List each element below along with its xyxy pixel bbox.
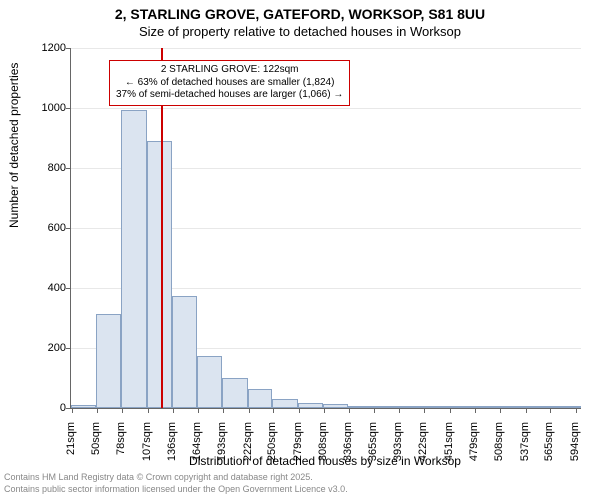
plot-area: 2 STARLING GROVE: 122sqm← 63% of detache…: [70, 48, 581, 409]
x-tick-label: 594sqm: [569, 422, 581, 482]
x-tick-label: 537sqm: [519, 422, 531, 482]
histogram-bar: [398, 406, 424, 408]
x-tick-label: 479sqm: [468, 422, 480, 482]
chart-title-sub: Size of property relative to detached ho…: [0, 24, 600, 39]
x-tick-mark: [475, 408, 476, 413]
y-tick-label: 0: [26, 402, 66, 414]
y-tick-label: 1200: [26, 42, 66, 54]
annotation-line: ← 63% of detached houses are smaller (1,…: [116, 77, 343, 90]
x-tick-label: 365sqm: [367, 422, 379, 482]
histogram-bar: [373, 406, 398, 408]
x-tick-mark: [97, 408, 98, 413]
x-tick-mark: [576, 408, 577, 413]
gridline-h: [71, 48, 581, 49]
x-tick-mark: [72, 408, 73, 413]
histogram-bar: [96, 314, 122, 409]
x-tick-label: 565sqm: [543, 422, 555, 482]
x-tick-label: 393sqm: [392, 422, 404, 482]
y-axis-label: Number of detached properties: [7, 63, 21, 228]
y-tick-label: 600: [26, 222, 66, 234]
x-tick-mark: [374, 408, 375, 413]
y-tick-mark: [66, 228, 71, 229]
y-tick-label: 200: [26, 342, 66, 354]
x-tick-mark: [198, 408, 199, 413]
x-tick-mark: [550, 408, 551, 413]
histogram-bar: [549, 406, 575, 408]
gridline-h: [71, 108, 581, 109]
histogram-bar: [121, 110, 147, 409]
y-tick-mark: [66, 168, 71, 169]
y-tick-mark: [66, 48, 71, 49]
x-tick-label: 422sqm: [417, 422, 429, 482]
y-tick-mark: [66, 108, 71, 109]
x-tick-mark: [424, 408, 425, 413]
property-size-histogram: 2, STARLING GROVE, GATEFORD, WORKSOP, S8…: [0, 0, 600, 500]
x-tick-mark: [173, 408, 174, 413]
histogram-bar: [222, 378, 248, 408]
annotation-line: 37% of semi-detached houses are larger (…: [116, 89, 343, 102]
x-tick-mark: [399, 408, 400, 413]
x-tick-label: 451sqm: [443, 422, 455, 482]
histogram-bar: [474, 406, 500, 408]
x-tick-label: 508sqm: [493, 422, 505, 482]
annotation-box: 2 STARLING GROVE: 122sqm← 63% of detache…: [109, 60, 350, 106]
x-tick-label: 336sqm: [342, 422, 354, 482]
x-tick-mark: [349, 408, 350, 413]
y-tick-mark: [66, 408, 71, 409]
histogram-bar: [298, 403, 324, 408]
x-tick-mark: [249, 408, 250, 413]
x-tick-mark: [148, 408, 149, 413]
histogram-bar: [525, 406, 550, 408]
y-tick-label: 1000: [26, 102, 66, 114]
histogram-bar: [323, 404, 348, 408]
footer-note-2: Contains public sector information licen…: [4, 484, 348, 494]
x-tick-mark: [324, 408, 325, 413]
annotation-line: 2 STARLING GROVE: 122sqm: [116, 64, 343, 77]
x-tick-mark: [122, 408, 123, 413]
histogram-bar: [248, 389, 273, 409]
histogram-bar: [449, 406, 474, 408]
histogram-bar: [272, 399, 298, 408]
histogram-bar: [197, 356, 223, 409]
histogram-bar: [71, 405, 96, 408]
y-tick-label: 800: [26, 162, 66, 174]
y-tick-mark: [66, 348, 71, 349]
footer-note-1: Contains HM Land Registry data © Crown c…: [4, 472, 313, 482]
histogram-bar: [348, 406, 374, 408]
x-tick-mark: [273, 408, 274, 413]
y-tick-label: 400: [26, 282, 66, 294]
x-tick-mark: [299, 408, 300, 413]
histogram-bar: [172, 296, 197, 409]
x-axis-label: Distribution of detached houses by size …: [70, 454, 580, 468]
x-tick-mark: [500, 408, 501, 413]
x-tick-mark: [223, 408, 224, 413]
histogram-bar: [499, 406, 525, 408]
x-tick-label: 308sqm: [317, 422, 329, 482]
histogram-bar: [147, 141, 173, 408]
chart-title-main: 2, STARLING GROVE, GATEFORD, WORKSOP, S8…: [0, 6, 600, 22]
x-tick-mark: [450, 408, 451, 413]
x-tick-mark: [526, 408, 527, 413]
histogram-bar: [424, 406, 450, 408]
y-tick-mark: [66, 288, 71, 289]
